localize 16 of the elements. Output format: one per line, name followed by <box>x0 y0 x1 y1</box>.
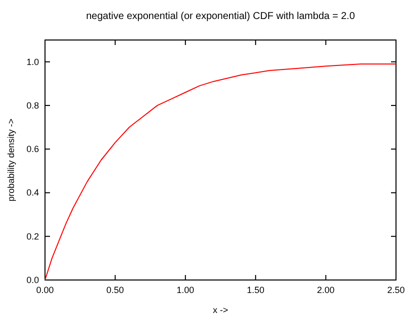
y-tick-label: 0.4 <box>26 188 39 198</box>
y-axis-title: probability density -> <box>6 118 16 202</box>
x-tick-label: 2.50 <box>387 285 405 295</box>
x-tick-label: 0.00 <box>36 285 54 295</box>
x-tick-label: 2.00 <box>317 285 335 295</box>
x-tick-label: 1.00 <box>176 285 194 295</box>
x-tick-label: 0.50 <box>106 285 124 295</box>
x-axis-title: x -> <box>212 305 228 315</box>
y-tick-label: 1.0 <box>26 56 39 67</box>
y-tick-label: 0.8 <box>26 100 39 110</box>
y-tick-label: 0.6 <box>26 144 39 154</box>
line-series <box>44 64 396 280</box>
chart-title: negative exponential (or exponential) CDF with lambda = 2.0 <box>86 11 356 22</box>
y-tick-label: 0.0 <box>26 275 39 285</box>
y-tick-label: 0.2 <box>26 231 39 242</box>
x-tick-label: 1.50 <box>246 285 264 295</box>
